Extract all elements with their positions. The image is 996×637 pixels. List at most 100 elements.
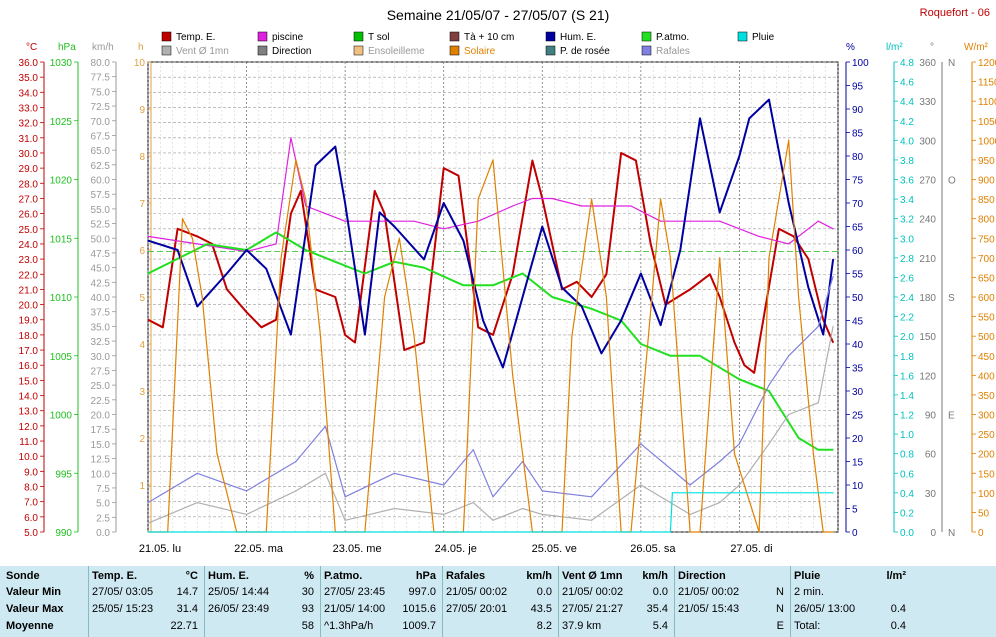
data-point [581, 205, 583, 207]
y-tick-label: 4.8 [900, 58, 914, 69]
table-separator [790, 566, 791, 637]
x-tick-label: 23.05. me [333, 543, 382, 555]
data-point [413, 220, 415, 222]
data-point [383, 296, 386, 298]
legend-label: Pluie [752, 32, 775, 43]
y-tick-label: 27.5 [91, 366, 111, 377]
y-tick-label: 60 [925, 450, 937, 461]
data-point [403, 349, 405, 351]
data-point [659, 324, 662, 326]
data-point [689, 531, 691, 533]
table-column: Direction 21/05/ 00:02 N 21/05/ 15:43 N E [678, 566, 788, 637]
data-point [817, 220, 819, 222]
data-point [191, 237, 193, 239]
y-tick-label: 18.0 [19, 331, 39, 342]
y-tick-label: 30.0 [91, 352, 111, 363]
y-tick-label: 9.0 [24, 467, 38, 478]
y-tick-label: 0.2 [900, 508, 914, 519]
data-point [590, 308, 593, 310]
y-tick-label: 50 [978, 508, 990, 519]
data-point [216, 453, 218, 455]
axis-unit-label: hPa [58, 42, 76, 53]
data-point [379, 211, 381, 213]
data-point [832, 275, 834, 278]
data-point [600, 352, 603, 354]
data-point [630, 205, 632, 207]
y-tick-label: 25.0 [91, 381, 111, 392]
legend-label: P.atmo. [656, 32, 689, 43]
data-point [364, 334, 366, 336]
axis-unit-label: ° [930, 42, 934, 53]
y-tick-label: 1025 [50, 117, 73, 128]
y-tick-label: E [948, 411, 955, 422]
cell-value: N [776, 586, 784, 598]
data-point [512, 273, 514, 275]
data-point [147, 319, 149, 321]
data-point [812, 453, 814, 455]
y-tick-label: 72.5 [91, 102, 111, 113]
cell-value: 43.5 [530, 603, 552, 615]
legend-label: Solaire [464, 46, 496, 57]
plot-area [147, 98, 838, 533]
y-tick-label: 100 [852, 58, 869, 69]
cell-timestamp: 25/05/ 14:44 [208, 586, 270, 598]
chart-legend: Temp. E. piscine T sol Tà + 10 cm Hum. E. P.a… [161, 31, 775, 57]
data-point [295, 159, 297, 161]
row-label-sonde: Sonde [6, 570, 40, 582]
y-tick-label: 20 [852, 434, 864, 445]
y-tick-label: 47.5 [91, 249, 111, 260]
data-point [295, 490, 297, 492]
y-tick-label: 22.5 [91, 396, 111, 407]
data-point [671, 492, 674, 494]
y-tick-label: 1.2 [900, 411, 914, 422]
column-head: Hum. E. [208, 570, 249, 582]
data-point [206, 243, 208, 245]
data-point [738, 155, 741, 157]
data-point [581, 305, 583, 307]
y-tick-label: 40 [852, 340, 864, 351]
y-tick-label: 16.0 [19, 361, 39, 372]
y-tick-label: 0 [930, 528, 936, 539]
y-tick-label: 25.0 [19, 225, 39, 236]
column-unit: l/m² [886, 570, 906, 582]
data-point [393, 225, 396, 228]
y-tick-label: 57.5 [91, 190, 111, 201]
table-column: Rafales km/h 21/05/ 00:02 0.0 27/05/ 20:01 43… [446, 566, 556, 637]
data-point [324, 425, 327, 427]
data-point [280, 257, 282, 259]
cell-timestamp: 21/05/ 14:00 [324, 603, 386, 615]
data-point [807, 287, 810, 289]
legend-label: Temp. E. [176, 32, 215, 43]
y-tick-label: 62.5 [91, 161, 111, 172]
y-tick-label: 70 [852, 199, 864, 210]
series-line [147, 98, 835, 369]
y-tick-label: 2.0 [900, 332, 914, 343]
cell-timestamp: 37.9 km [562, 620, 602, 632]
data-point [334, 296, 336, 298]
y-tick-label: 5.0 [96, 499, 110, 510]
cell-value: 1009.7 [402, 620, 436, 632]
data-point [817, 449, 819, 451]
data-point [477, 220, 479, 222]
y-tick-label: 0.0 [900, 528, 914, 539]
table-separator [558, 566, 559, 637]
data-point [295, 460, 297, 463]
y-tick-label: 800 [978, 215, 995, 226]
y-tick-label: 750 [978, 234, 995, 245]
data-point [176, 249, 179, 251]
legend-label: T sol [368, 32, 390, 43]
data-point [817, 325, 819, 327]
cell-timestamp: 27/05/ 21:27 [562, 603, 624, 615]
y-tick-label: 7 [139, 199, 145, 210]
y-tick-label: 1050 [978, 117, 996, 128]
data-point [265, 268, 267, 270]
y-tick-label: 35.0 [91, 322, 111, 333]
data-point [832, 228, 834, 230]
column-head: Vent Ø 1mn [562, 570, 623, 582]
y-tick-label: 12.5 [91, 455, 111, 466]
y-tick-label: 4.6 [900, 78, 914, 89]
y-tick-label: 200 [978, 450, 995, 461]
y-tick-label: 15.0 [91, 440, 111, 451]
legend-swatch [257, 31, 268, 42]
cell-value: 0.4 [890, 603, 906, 615]
